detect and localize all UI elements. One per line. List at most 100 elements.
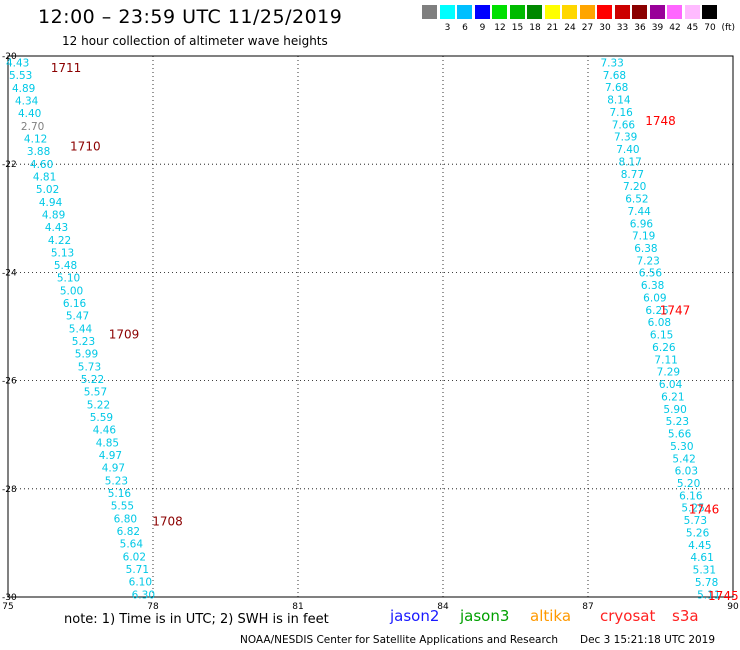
- scale-swatch: [684, 5, 700, 19]
- swh-value: 5.73: [78, 361, 101, 373]
- swh-value: 4.46: [93, 425, 117, 437]
- scale-label: 9: [479, 23, 486, 33]
- swh-value: 5.48: [54, 260, 77, 272]
- swh-value: 4.43: [6, 57, 29, 69]
- chart-subtitle: 12 hour collection of altimeter wave hei…: [62, 34, 328, 48]
- swh-value: 4.12: [24, 133, 47, 145]
- swh-value: 6.38: [641, 280, 664, 292]
- time-label: 1748: [645, 114, 676, 128]
- swh-value: 6.30: [132, 589, 155, 601]
- swh-value: 4.43: [45, 222, 68, 234]
- y-tick-label: -28: [2, 485, 17, 495]
- scale-label: 39: [651, 23, 664, 33]
- swh-value: 4.60: [30, 159, 53, 171]
- swh-value: 8.77: [621, 169, 644, 181]
- chart-title: 12:00 – 23:59 UTC 11/25/2019: [38, 6, 343, 28]
- swh-value: 7.11: [654, 354, 677, 366]
- swh-value: 5.59: [90, 412, 113, 424]
- swh-value: 5.30: [670, 441, 693, 453]
- scale-label: 21: [546, 23, 559, 33]
- scale-label: 27: [581, 23, 594, 33]
- swh-value: 5.22: [81, 374, 104, 386]
- swh-value: 6.38: [634, 243, 657, 255]
- swh-value: 7.66: [612, 119, 636, 131]
- swh-value: 6.09: [643, 292, 666, 304]
- swh-value: 5.00: [60, 285, 83, 297]
- legend-jason2: jason2: [390, 607, 440, 625]
- legend-jason3: jason3: [460, 607, 510, 625]
- x-tick-label: 75: [2, 602, 13, 610]
- scale-label: 70: [704, 23, 716, 33]
- x-tick-label: 84: [437, 602, 449, 610]
- plot-frame: [7, 55, 734, 598]
- swh-value: 6.82: [117, 526, 140, 538]
- x-tick-label: 90: [727, 602, 739, 610]
- scale-swatch: [597, 5, 612, 19]
- swh-value: 7.19: [632, 231, 655, 243]
- swh-value: 5.71: [126, 564, 149, 576]
- credit-line: NOAA/NESDIS Center for Satellite Applica…: [240, 634, 558, 646]
- swh-value: 5.90: [663, 404, 686, 416]
- swh-value: 5.42: [672, 453, 695, 465]
- y-tick-label: -26: [2, 377, 17, 387]
- generated-timestamp: Dec 3 15:21:18 UTC 2019: [580, 634, 716, 646]
- swh-value: 6.16: [679, 490, 703, 502]
- scale-swatch: [579, 5, 595, 19]
- swh-value: 5.23: [105, 475, 128, 487]
- swh-value: 8.14: [607, 95, 631, 107]
- swh-value: 6.52: [625, 194, 648, 206]
- footer-note: note: 1) Time is in UTC; 2) SWH is in fe…: [64, 612, 329, 627]
- scale-label: 45: [686, 23, 699, 33]
- swh-value: 6.26: [652, 342, 676, 354]
- swh-value: 7.68: [603, 70, 626, 82]
- swh-value: 4.97: [99, 450, 122, 462]
- swh-value: 5.22: [87, 399, 110, 411]
- swh-value: 5.23: [666, 416, 689, 428]
- swh-value: 4.40: [18, 108, 41, 120]
- scale-swatch: [457, 5, 472, 19]
- swh-value: 5.13: [51, 247, 74, 259]
- scale-swatch: [509, 5, 525, 19]
- swh-value: 4.34: [15, 95, 39, 107]
- swh-value: 6.56: [639, 268, 663, 280]
- swh-value: 5.47: [66, 311, 89, 323]
- y-tick-label: -24: [2, 268, 17, 278]
- swh-value: 6.04: [659, 379, 683, 391]
- scale-label: 30: [599, 23, 611, 33]
- time-label: 1708: [152, 514, 183, 528]
- legend-cryosat: cryosat: [600, 607, 656, 625]
- swh-value: 5.26: [686, 527, 710, 539]
- swh-value: 6.96: [630, 218, 654, 230]
- scale-label: 33: [616, 23, 629, 33]
- time-label: 1709: [109, 328, 140, 342]
- scale-swatch: [614, 5, 630, 19]
- swh-value: 5.10: [57, 273, 80, 285]
- swh-value: 6.25: [645, 305, 668, 317]
- swh-value: 5.02: [36, 184, 59, 196]
- scale-swatch: [702, 5, 717, 19]
- swh-value: 5.16: [108, 488, 132, 500]
- scale-label: 18: [529, 23, 541, 33]
- swh-value: 5.20: [677, 478, 700, 490]
- swh-value: 5.53: [9, 70, 32, 82]
- time-label: 1747: [660, 303, 691, 317]
- x-tick-label: 87: [582, 602, 593, 610]
- scale-label: 6: [462, 23, 468, 33]
- scale-swatch: [649, 5, 665, 19]
- y-tick-label: -22: [2, 160, 17, 170]
- swh-value: 4.45: [688, 540, 711, 552]
- y-tick-label: -30: [2, 593, 17, 603]
- swh-value: 7.20: [623, 181, 646, 193]
- swh-value: 7.16: [609, 107, 633, 119]
- time-label: 1746: [689, 502, 720, 516]
- scale-label: 15: [511, 23, 524, 33]
- x-tick-label: 81: [292, 602, 303, 610]
- swh-value: 4.89: [42, 209, 65, 221]
- swh-value: 4.97: [102, 463, 125, 475]
- swh-value: 5.55: [111, 501, 134, 513]
- legend-s3a: s3a: [672, 607, 699, 625]
- scale-units: (ft): [721, 23, 736, 33]
- swh-value: 5.23: [72, 336, 95, 348]
- swh-value: 7.39: [614, 132, 637, 144]
- swh-value: 5.99: [75, 349, 98, 361]
